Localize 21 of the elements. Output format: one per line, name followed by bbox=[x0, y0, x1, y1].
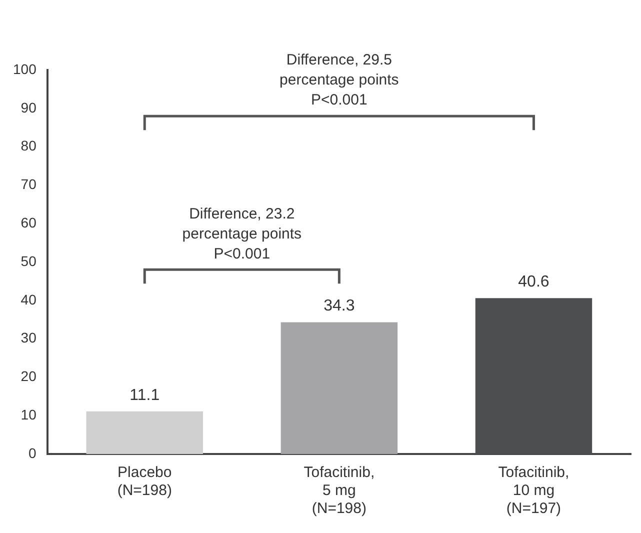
data-label: 34.3 bbox=[324, 298, 355, 315]
x-tick-label: Tofacitinib, 10 mg (N=197) bbox=[498, 464, 570, 518]
data-label: 11.1 bbox=[130, 386, 160, 404]
y-tick-label: 50 bbox=[20, 252, 37, 269]
y-tick-label: 0 bbox=[28, 444, 37, 461]
x-tick-label: Tofacitinib, 5 mg (N=198) bbox=[304, 464, 375, 518]
annotation: Difference, 29.5 percentage points P<0.001 bbox=[280, 52, 399, 109]
y-tick-label: 100 bbox=[13, 60, 37, 77]
y-tick-label: 70 bbox=[20, 176, 37, 192]
y-tick-label: 20 bbox=[20, 368, 37, 384]
y-tick-label: 10 bbox=[20, 406, 37, 422]
y-tick-label: 80 bbox=[20, 138, 37, 154]
bar bbox=[86, 411, 203, 454]
bar bbox=[280, 322, 398, 454]
annotation: Difference, 23.2 percentage points P<0.001 bbox=[182, 205, 302, 262]
y-tick-label: 40 bbox=[20, 291, 37, 308]
data-label: 40.6 bbox=[518, 274, 550, 290]
y-tick-label: 90 bbox=[20, 99, 37, 116]
y-tick-label: 30 bbox=[20, 330, 37, 346]
x-tick-label: Placebo (N=198) bbox=[117, 464, 172, 500]
y-tick-label: 60 bbox=[20, 214, 37, 230]
